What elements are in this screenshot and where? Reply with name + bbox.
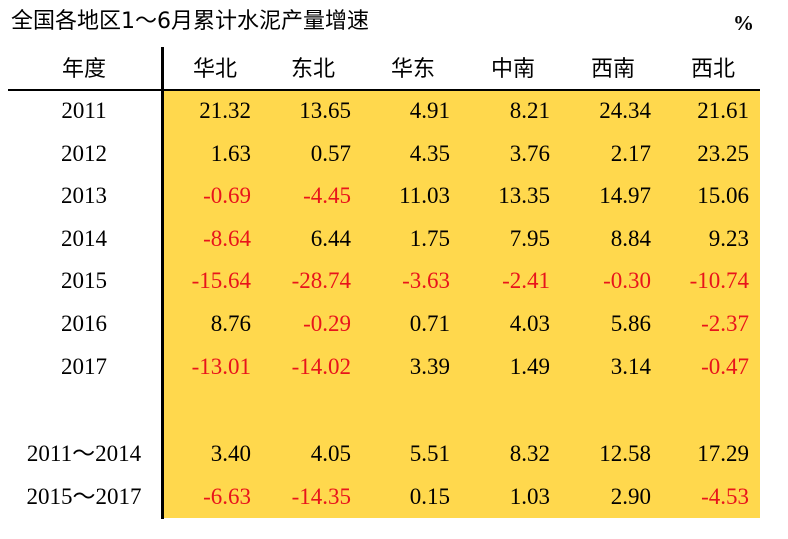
table-cell: 4.05 — [310, 441, 351, 466]
table-cell: 3.76 — [509, 140, 550, 166]
table-cell: 8.76 — [210, 311, 251, 336]
header-region: 华东 — [390, 57, 435, 82]
table-cell: 2.90 — [610, 484, 651, 509]
header-region: 西北 — [690, 57, 735, 82]
table-cell: 0.71 — [409, 311, 450, 336]
table-cell: 3.39 — [409, 353, 450, 379]
table-cell: 24.34 — [599, 98, 651, 123]
table-cell: -15.64 — [191, 268, 251, 294]
table-cell: 13.65 — [299, 98, 351, 123]
table-cell: 4.35 — [409, 140, 450, 166]
table-cell: -2.37 — [701, 311, 749, 336]
table-cell: 12.58 — [599, 441, 651, 466]
header-region: 华北 — [192, 57, 237, 82]
table-cell: 8.21 — [509, 98, 550, 123]
table-title: 全国各地区1～6月累计水泥产量增速 — [11, 9, 369, 34]
table-cell: 4.91 — [409, 98, 450, 123]
year-column-divider — [161, 47, 164, 519]
table-cell: -0.30 — [603, 268, 651, 294]
table-cell: 23.25 — [697, 140, 749, 166]
table-cell: -14.35 — [291, 484, 351, 509]
row-year: 2015 — [61, 268, 107, 294]
table-cell: -3.63 — [402, 268, 450, 294]
table-cell: 1.63 — [210, 140, 251, 166]
table-cell: 11.03 — [399, 183, 450, 209]
table-cell: -28.74 — [291, 268, 351, 294]
row-year: 2011 — [61, 98, 107, 123]
table-cell: 6.44 — [310, 225, 351, 251]
table-cell: 1.49 — [509, 353, 550, 379]
table-cell: 3.14 — [610, 353, 651, 379]
table-cell: -0.29 — [303, 311, 351, 336]
table-cell: 5.86 — [610, 311, 651, 336]
table-cell: 1.03 — [509, 484, 550, 509]
table-cell: 21.32 — [199, 98, 251, 123]
header-year: 年度 — [61, 57, 106, 82]
table-cell: -13.01 — [191, 353, 251, 379]
table-cell: 21.61 — [697, 98, 749, 123]
table-cell: -2.41 — [502, 268, 550, 294]
row-year: 2016 — [61, 311, 107, 336]
unit-label: % — [733, 11, 754, 35]
table-cell: 14.97 — [599, 183, 651, 209]
header-region: 东北 — [290, 57, 335, 82]
table-cell: -4.45 — [303, 183, 351, 209]
table-cell: 3.40 — [210, 441, 251, 466]
table-cell: 9.23 — [708, 225, 749, 251]
table-cell: 4.03 — [509, 311, 550, 336]
row-year: 2014 — [61, 225, 107, 251]
row-year: 2011～2014 — [26, 441, 142, 466]
table-cell: 13.35 — [498, 183, 550, 209]
table-cell: -4.53 — [701, 484, 749, 509]
table-cell: 15.06 — [697, 183, 749, 209]
table-cell: 8.32 — [509, 441, 550, 466]
header-region: 西南 — [590, 57, 635, 82]
table-cell: 17.29 — [697, 441, 749, 466]
table-cell: -0.47 — [701, 353, 749, 379]
header-region: 中南 — [490, 57, 535, 82]
row-year: 2012 — [61, 140, 107, 166]
table-cell: 7.95 — [509, 225, 550, 251]
table-cell: -6.63 — [203, 484, 251, 509]
table-cell: -10.74 — [689, 268, 749, 294]
table-cell: 8.84 — [610, 225, 651, 251]
table-cell: 0.15 — [409, 484, 450, 509]
table-cell: 2.17 — [610, 140, 651, 166]
row-year: 2017 — [61, 353, 107, 379]
row-year: 2015～2017 — [26, 484, 142, 509]
table-cell: 0.57 — [310, 140, 351, 166]
data-area-background — [164, 91, 760, 518]
table-cell: -8.64 — [203, 225, 251, 251]
table-cell: 5.51 — [409, 441, 450, 466]
header-divider — [8, 89, 760, 91]
row-year: 2013 — [61, 183, 107, 209]
table-cell: 1.75 — [409, 225, 450, 251]
table-cell: -0.69 — [203, 183, 251, 209]
table-cell: -14.02 — [291, 353, 351, 379]
